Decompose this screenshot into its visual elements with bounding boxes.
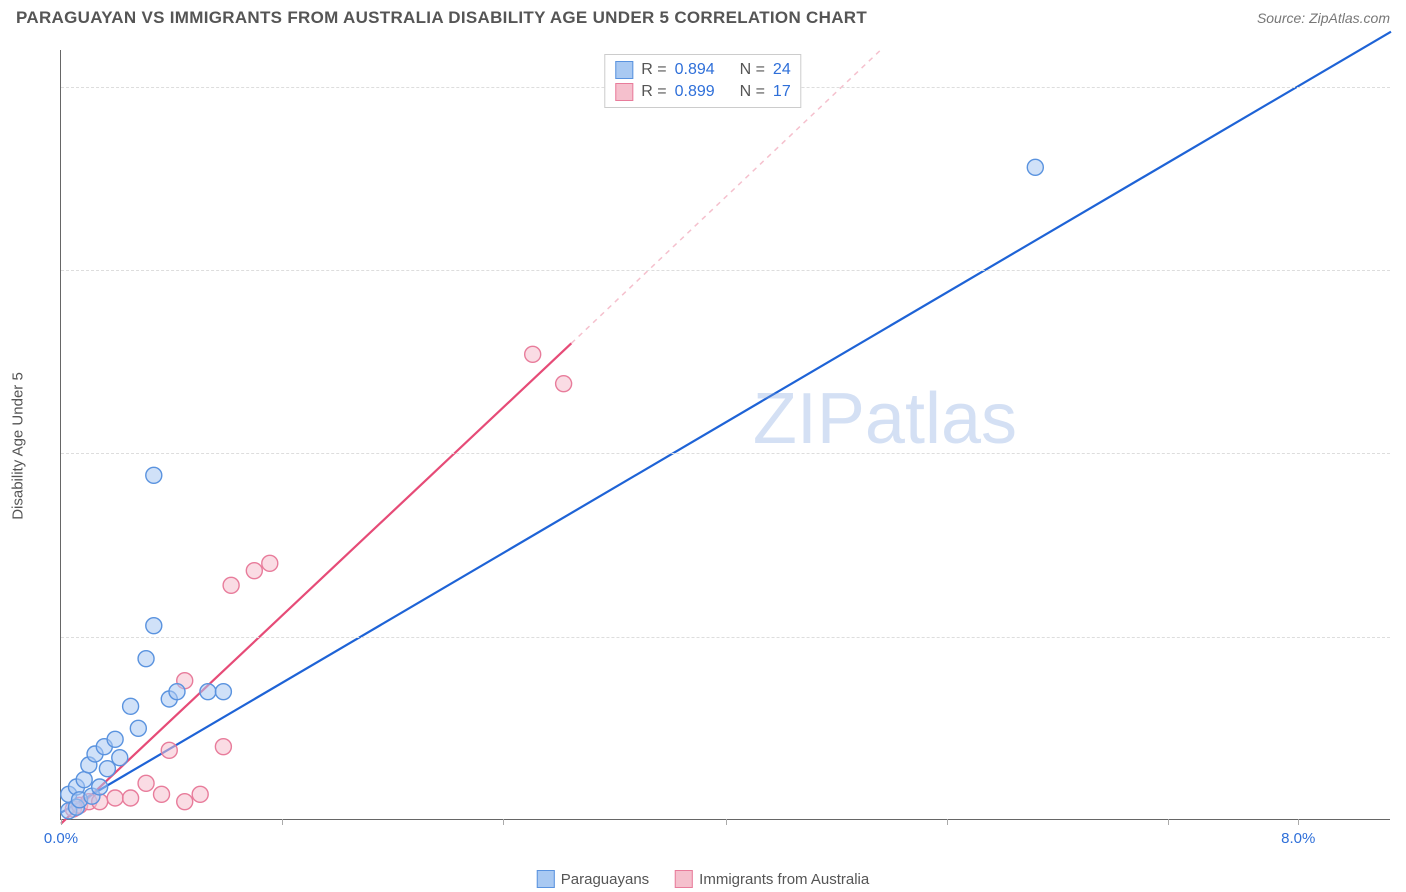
x-tick	[282, 819, 283, 825]
x-tick	[947, 819, 948, 825]
swatch-b-icon	[675, 870, 693, 888]
y-tick-label: 20.0%	[1398, 78, 1406, 95]
x-tick	[61, 819, 62, 825]
y-tick-label: 5.0%	[1398, 628, 1406, 645]
x-tick-label: 0.0%	[44, 830, 78, 847]
chart-svg	[61, 50, 1390, 819]
n-value-a: 24	[773, 61, 791, 79]
chart-title: PARAGUAYAN VS IMMIGRANTS FROM AUSTRALIA …	[16, 8, 867, 28]
x-tick	[726, 819, 727, 825]
gridline	[61, 270, 1390, 271]
swatch-a-icon	[537, 870, 555, 888]
swatch-a	[615, 61, 633, 79]
y-tick-label: 10.0%	[1398, 445, 1406, 462]
y-tick-label: 15.0%	[1398, 262, 1406, 279]
stats-legend: R = 0.894 N = 24 R = 0.899 N = 17	[604, 54, 801, 108]
r-value-b: 0.899	[675, 83, 715, 101]
stats-row-a: R = 0.894 N = 24	[615, 59, 790, 81]
x-tick	[1298, 819, 1299, 825]
gridline	[61, 637, 1390, 638]
r-value-a: 0.894	[675, 61, 715, 79]
swatch-b	[615, 83, 633, 101]
legend-item-a: Paraguayans	[537, 870, 649, 888]
gridline	[61, 453, 1390, 454]
chart-source: Source: ZipAtlas.com	[1257, 10, 1390, 26]
x-tick-label: 8.0%	[1281, 830, 1315, 847]
y-axis-label: Disability Age Under 5	[10, 372, 27, 520]
chart-header: PARAGUAYAN VS IMMIGRANTS FROM AUSTRALIA …	[0, 0, 1406, 32]
n-value-b: 17	[773, 83, 791, 101]
x-tick	[1168, 819, 1169, 825]
stats-row-b: R = 0.899 N = 17	[615, 81, 790, 103]
bottom-legend: Paraguayans Immigrants from Australia	[537, 870, 869, 888]
x-tick	[503, 819, 504, 825]
scatter-chart: ZIPatlas 5.0%10.0%15.0%20.0%0.0%8.0%	[60, 50, 1390, 820]
legend-item-b: Immigrants from Australia	[675, 870, 869, 888]
